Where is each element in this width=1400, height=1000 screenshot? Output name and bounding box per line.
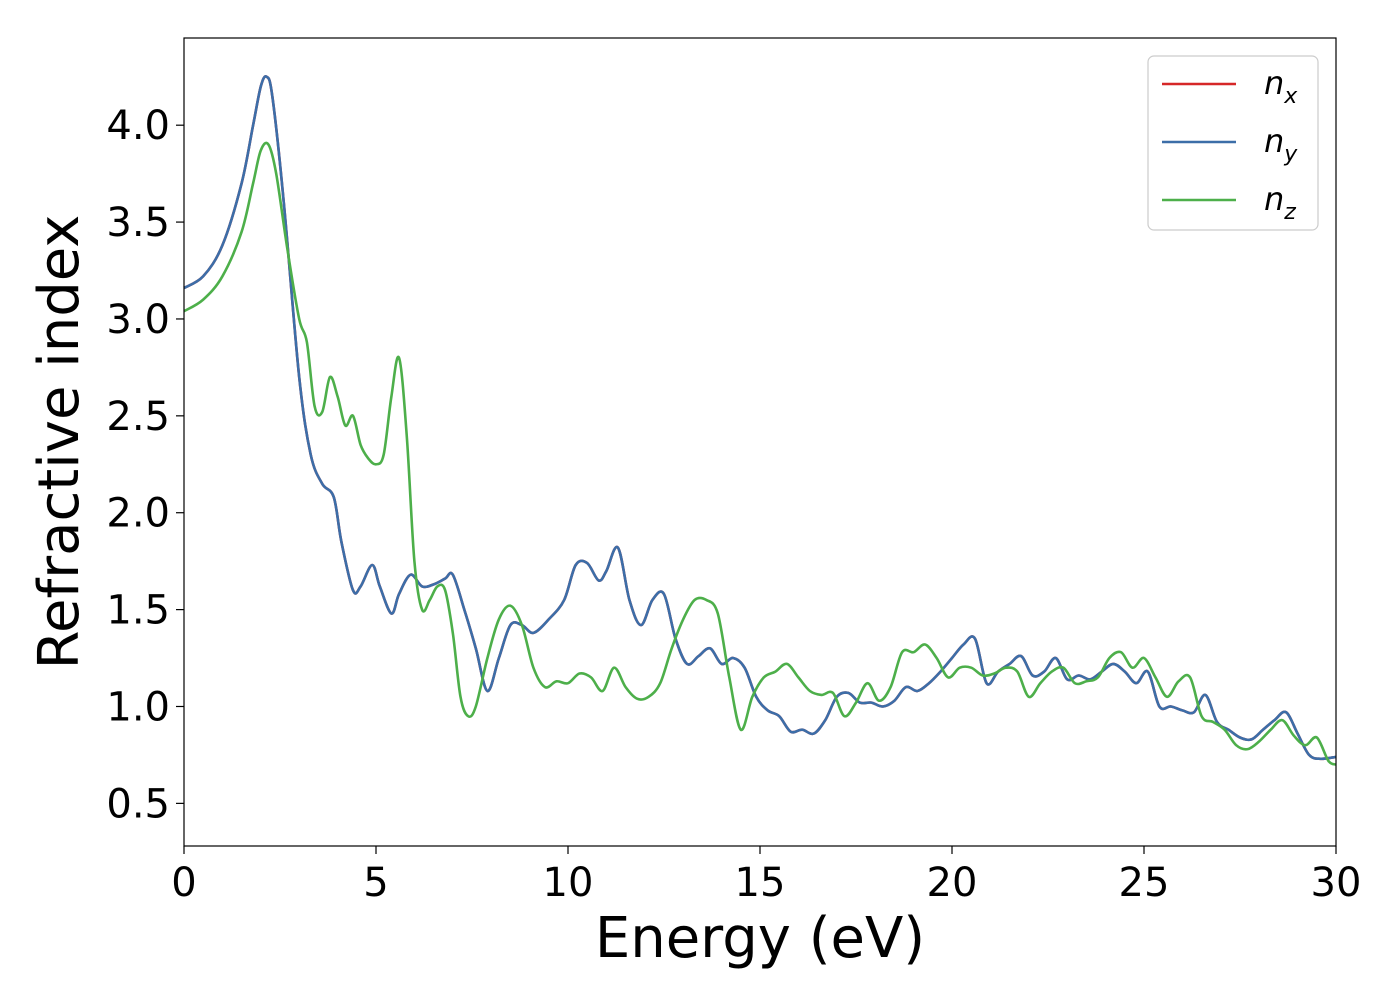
x-tick-label: 0 (171, 860, 196, 906)
x-tick-label: 30 (1311, 860, 1362, 906)
legend-label-y: ny (1264, 122, 1298, 167)
y-tick-label: 3.0 (106, 297, 170, 343)
plot-background (184, 38, 1336, 846)
y-tick-label: 4.0 (106, 103, 170, 149)
x-tick-label: 20 (927, 860, 978, 906)
x-axis: 0 5 10 15 20 25 30 (171, 846, 1361, 906)
x-tick-label: 25 (1119, 860, 1170, 906)
x-tick-label: 5 (363, 860, 388, 906)
y-tick-label: 1.0 (106, 684, 170, 730)
y-axis-title: Refractive index (27, 215, 92, 670)
y-tick-label: 2.0 (106, 491, 170, 537)
series-line-z (183, 141, 1337, 766)
legend-label-z: nz (1264, 180, 1296, 225)
y-tick-label: 3.5 (106, 200, 170, 246)
series-line-y (183, 75, 1337, 761)
x-tick-label: 15 (735, 860, 786, 906)
y-tick-label: 2.5 (106, 394, 170, 440)
legend-label-x: nx (1264, 64, 1298, 109)
x-tick-label: 10 (543, 860, 594, 906)
y-tick-label: 1.5 (106, 588, 170, 634)
x-axis-title: Energy (eV) (595, 906, 925, 971)
y-axis: 0.5 1.0 1.5 2.0 2.5 3.0 3.5 4.0 (106, 103, 184, 827)
y-tick-label: 0.5 (106, 781, 170, 827)
legend: nx ny nz (1147, 55, 1319, 231)
series-lines (183, 75, 1337, 766)
